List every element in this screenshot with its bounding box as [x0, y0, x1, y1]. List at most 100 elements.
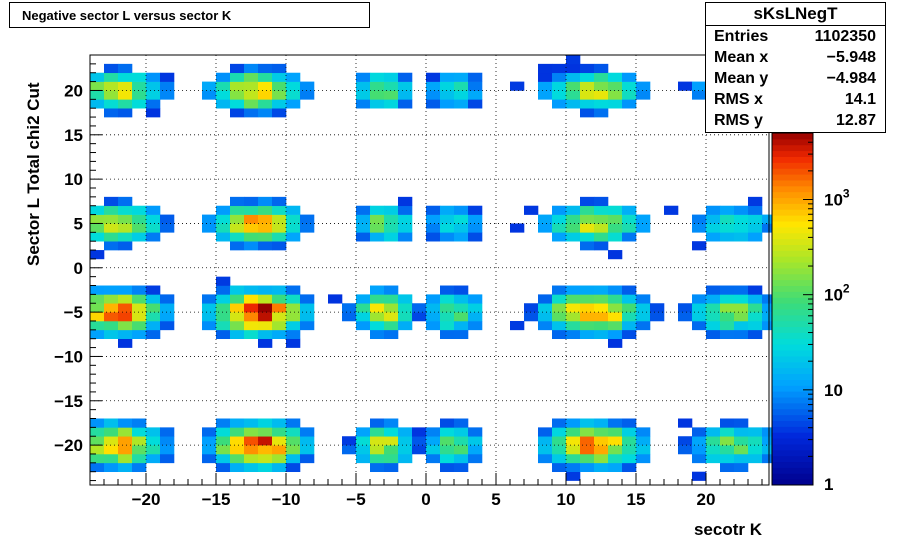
color-bar-segment	[772, 215, 813, 222]
heatmap-cell	[286, 427, 301, 437]
heatmap-cell	[636, 453, 651, 464]
heatmap-cell	[552, 285, 567, 295]
heatmap-cell	[286, 418, 301, 428]
heatmap-cell	[692, 320, 707, 331]
heatmap-cell	[468, 72, 483, 82]
heatmap-cell	[734, 445, 749, 455]
color-bar-segment	[772, 285, 813, 292]
heatmap-cell	[258, 453, 273, 464]
heatmap-cell	[622, 453, 637, 464]
heatmap-cell	[286, 312, 301, 322]
heatmap-cell	[118, 294, 133, 304]
heatmap-cell	[230, 72, 245, 82]
heatmap-cell	[594, 223, 609, 233]
heatmap-cell	[720, 320, 735, 331]
heatmap-cell	[258, 418, 273, 428]
stats-label: RMS y	[714, 112, 763, 129]
heatmap-cell	[370, 223, 385, 233]
heatmap-cell	[104, 223, 119, 233]
heatmap-cell	[706, 205, 721, 215]
heatmap-cell	[356, 72, 371, 82]
color-bar-segment	[772, 185, 813, 193]
heatmap-cell	[398, 312, 413, 322]
heatmap-cell	[580, 436, 595, 446]
heatmap-cell	[426, 427, 441, 437]
heatmap-cell	[384, 436, 399, 446]
heatmap-cell	[748, 223, 763, 233]
heatmap-cell	[608, 427, 623, 437]
stats-label: Mean x	[714, 49, 769, 66]
heatmap-cell	[244, 453, 259, 464]
heatmap-cell	[440, 329, 455, 340]
heatmap-cell	[118, 205, 133, 215]
color-bar-segment	[772, 174, 813, 181]
heatmap-cell	[412, 445, 427, 455]
heatmap-cell	[146, 99, 161, 109]
heatmap-cell	[678, 303, 693, 313]
heatmap-cell	[426, 99, 441, 109]
heatmap-cell	[552, 232, 567, 242]
heatmap-cell	[258, 436, 273, 446]
heatmap-cell	[300, 81, 315, 91]
heatmap-cell	[552, 320, 567, 331]
heatmap-cell	[286, 232, 301, 242]
heatmap-cell	[454, 72, 469, 82]
heatmap-cell	[748, 196, 763, 207]
color-bar-segment	[772, 303, 813, 310]
heatmap-cell	[468, 427, 483, 437]
x-axis-title: secotr K	[694, 520, 763, 539]
heatmap-cell	[370, 294, 385, 304]
heatmap-cell	[566, 445, 581, 455]
heatmap-cell	[118, 90, 133, 100]
color-bar-segment	[772, 179, 813, 187]
heatmap-cell	[552, 303, 567, 313]
heatmap-cell	[272, 90, 287, 100]
x-tick-label: 15	[627, 490, 646, 509]
heatmap-cell	[468, 320, 483, 331]
heatmap-cell	[328, 294, 343, 304]
heatmap-cell	[146, 108, 161, 118]
heatmap-cell	[216, 453, 231, 464]
heatmap-cell	[440, 303, 455, 313]
heatmap-cell	[230, 445, 245, 455]
heatmap-cell	[594, 320, 609, 331]
heatmap-cell	[748, 205, 763, 215]
color-bar-segment	[772, 443, 813, 451]
heatmap-cell	[258, 294, 273, 304]
heatmap-cell	[454, 285, 469, 295]
heatmap-cell	[244, 223, 259, 233]
heatmap-cell	[398, 205, 413, 215]
heatmap-cell	[300, 453, 315, 464]
heatmap-cell	[118, 108, 133, 118]
heatmap-cell	[398, 90, 413, 100]
heatmap-cell	[552, 453, 567, 464]
heatmap-cell	[286, 294, 301, 304]
heatmap-cell	[734, 453, 749, 464]
heatmap-cell	[636, 81, 651, 91]
heatmap-cell	[454, 462, 469, 473]
heatmap-cell	[132, 223, 147, 233]
heatmap-cell	[426, 214, 441, 224]
heatmap-cell	[566, 418, 581, 428]
heatmap-cell	[384, 99, 399, 109]
heatmap-cell	[118, 462, 133, 473]
heatmap-cell	[132, 312, 147, 322]
color-bar-segment	[772, 168, 813, 175]
heatmap-cell	[622, 214, 637, 224]
heatmap-cell	[636, 214, 651, 224]
heatmap-cell	[146, 81, 161, 91]
heatmap-cell	[132, 232, 147, 242]
heatmap-cell	[552, 72, 567, 82]
heatmap-cell	[734, 320, 749, 331]
heatmap-cell	[258, 223, 273, 233]
heatmap-cell	[552, 214, 567, 224]
heatmap-cell	[146, 214, 161, 224]
heatmap-cell	[342, 312, 357, 322]
heatmap-cell	[272, 214, 287, 224]
heatmap-cell	[720, 427, 735, 437]
heatmap-cell	[580, 108, 595, 118]
heatmap-cell	[734, 303, 749, 313]
heatmap-cell	[160, 303, 175, 313]
heatmap-cell	[468, 90, 483, 100]
heatmap-cell	[90, 329, 105, 340]
